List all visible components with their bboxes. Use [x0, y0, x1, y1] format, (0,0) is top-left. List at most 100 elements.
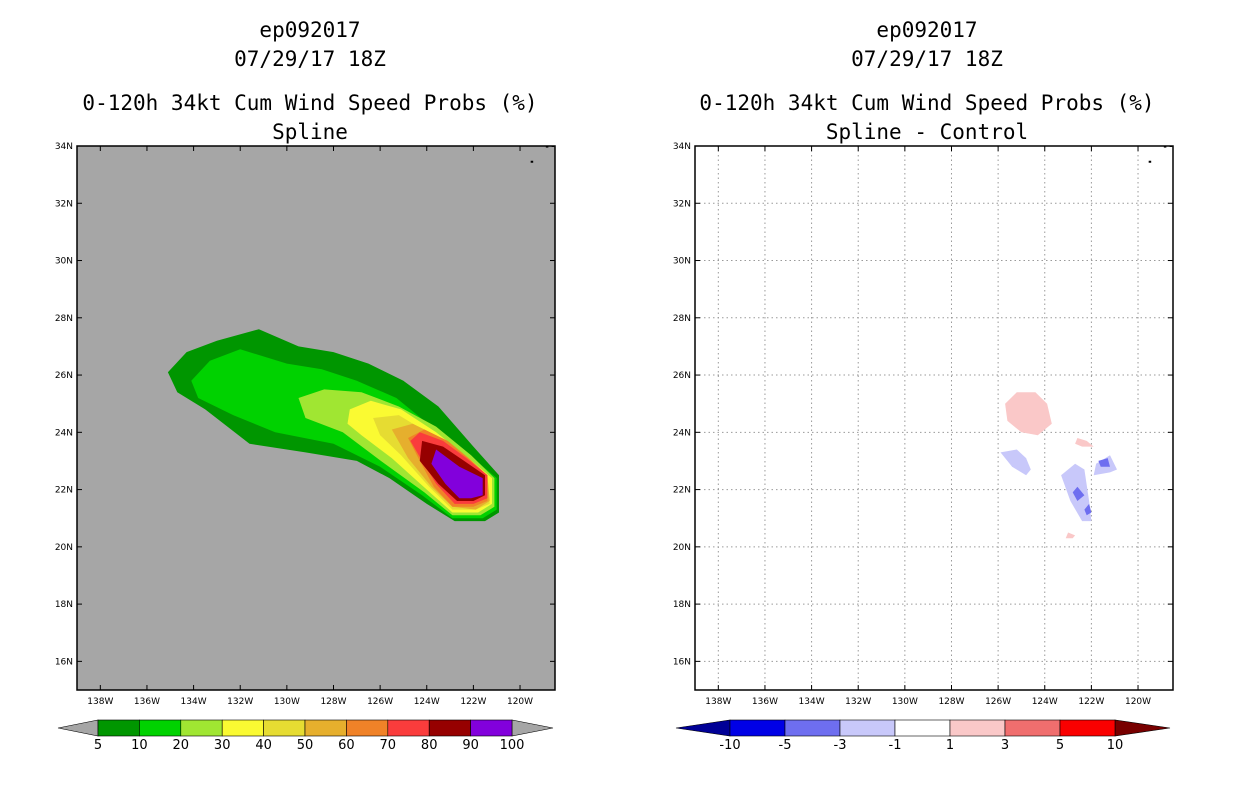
y-tick-label: 28N: [55, 314, 73, 324]
x-tick-label: 124W: [414, 697, 440, 707]
y-tick-label: 30N: [673, 257, 691, 267]
colorbar-label: 10: [131, 738, 148, 753]
colorbar-swatch: [949, 719, 1006, 737]
colorbar-label: 20: [173, 738, 190, 753]
y-tick-label: 16N: [55, 657, 73, 667]
panel-title-line-1: ep092017: [259, 18, 360, 42]
colorbar-swatch: [263, 719, 306, 737]
colorbar-label: 80: [421, 738, 438, 753]
plot-border: [694, 145, 1174, 691]
colorbar: -10 -5 -3 -1 1 3 5 10: [675, 719, 1171, 753]
y-tick-label: 22N: [55, 486, 73, 496]
colorbar-swatch: [839, 719, 896, 737]
colorbar-swatch: [387, 719, 430, 737]
colorbar-label: 90: [462, 738, 479, 753]
colorbar-label: 30: [214, 738, 231, 753]
colorbar-swatch: [784, 719, 841, 737]
panel-title-line-4: Spline - Control: [826, 120, 1028, 144]
panel-title-line-1: ep092017: [876, 18, 977, 42]
y-tick-label: 32N: [55, 199, 73, 209]
contour-level-90-9: [431, 449, 483, 499]
colorbar-swatch: [346, 719, 389, 737]
panel-title-line-4: Spline: [272, 120, 348, 144]
colorbar-label: 3: [1001, 738, 1009, 753]
colorbar-label: 5: [1056, 738, 1064, 753]
contour-level-neg3-6: [1098, 458, 1110, 467]
x-tick-label: 136W: [134, 697, 160, 707]
x-tick-label: 134W: [181, 697, 207, 707]
contour-level-1-0: [1005, 392, 1052, 436]
colorbar-swatch: [729, 719, 786, 737]
island-mark: [1148, 160, 1152, 163]
colorbar-swatch: [470, 719, 513, 737]
panel-title-line-2: 07/29/17 18Z: [851, 47, 1003, 71]
colorbar-label: 40: [255, 738, 272, 753]
y-tick-label: 26N: [55, 371, 73, 381]
colorbar-swatch: [139, 719, 182, 737]
colorbar-label: -5: [779, 738, 792, 753]
panel-title-line-3: 0-120h 34kt Cum Wind Speed Probs (%): [699, 91, 1154, 115]
colorbar-swatch: [97, 719, 140, 737]
y-tick-label: 20N: [55, 543, 73, 553]
x-tick-label: 124W: [1032, 697, 1058, 707]
colorbar-swatch: [894, 719, 951, 737]
x-tick-label: 138W: [87, 697, 113, 707]
x-tick-label: 132W: [227, 697, 253, 707]
x-tick-label: 130W: [274, 697, 300, 707]
y-tick-label: 16N: [673, 657, 691, 667]
x-tick-label: 130W: [892, 697, 918, 707]
y-tick-label: 24N: [673, 428, 691, 438]
colorbar-swatch: [1004, 719, 1061, 737]
x-tick-label: 120W: [507, 697, 533, 707]
contour-level-neg1-3: [1000, 449, 1031, 476]
y-tick-label: 32N: [673, 199, 691, 209]
colorbar-label: 70: [380, 738, 397, 753]
colorbar-high-arrow: [1114, 719, 1171, 737]
colorbar-label: -1: [889, 738, 902, 753]
y-tick-label: 22N: [673, 486, 691, 496]
y-tick-label: 34N: [673, 142, 691, 152]
y-tick-label: 30N: [55, 257, 73, 267]
y-tick-label: 18N: [673, 600, 691, 610]
x-tick-label: 134W: [799, 697, 825, 707]
island-mark: [530, 160, 534, 163]
colorbar-label: 60: [338, 738, 355, 753]
x-tick-label: 122W: [1078, 697, 1104, 707]
contour-level-neg3-8: [1084, 503, 1092, 516]
y-tick-label: 26N: [673, 371, 691, 381]
y-tick-label: 28N: [673, 314, 691, 324]
y-tick-label: 18N: [55, 600, 73, 610]
panel-1: ep092017 07/29/17 18Z 0-120h 34kt Cum Wind…: [55, 18, 556, 753]
panel-2: ep092017 07/29/17 18Z 0-120h 34kt Cum Wind…: [673, 18, 1174, 753]
colorbar-high-arrow: [511, 719, 554, 737]
plot-area: [695, 146, 1173, 690]
colorbar-label: 50: [297, 738, 314, 753]
colorbar-label: 5: [94, 738, 102, 753]
colorbar-low-arrow: [57, 719, 99, 737]
plot-border: [76, 145, 556, 691]
contour-level-1-1: [1075, 438, 1094, 447]
y-tick-label: 20N: [673, 543, 691, 553]
x-tick-label: 122W: [460, 697, 486, 707]
island-mark: [1163, 146, 1167, 148]
colorbar-swatch: [1059, 719, 1116, 737]
colorbar-swatch: [221, 719, 264, 737]
y-tick-label: 24N: [55, 428, 73, 438]
panel-title-line-3: 0-120h 34kt Cum Wind Speed Probs (%): [82, 91, 537, 115]
colorbar-label: 1: [946, 738, 954, 753]
x-tick-label: 120W: [1125, 697, 1151, 707]
x-tick-label: 136W: [752, 697, 778, 707]
colorbar-label: -3: [834, 738, 847, 753]
x-tick-label: 138W: [705, 697, 731, 707]
x-tick-label: 126W: [985, 697, 1011, 707]
x-tick-label: 128W: [938, 697, 964, 707]
colorbar-label: 10: [1107, 738, 1124, 753]
y-tick-label: 34N: [55, 142, 73, 152]
x-tick-label: 126W: [367, 697, 393, 707]
colorbar-swatch: [304, 719, 347, 737]
colorbar-low-arrow: [675, 719, 731, 737]
panel-title-line-2: 07/29/17 18Z: [234, 47, 386, 71]
colorbar: 5 10 20 30 40 50 60 70 80 90 100: [57, 719, 554, 753]
colorbar-label: -10: [719, 738, 740, 753]
